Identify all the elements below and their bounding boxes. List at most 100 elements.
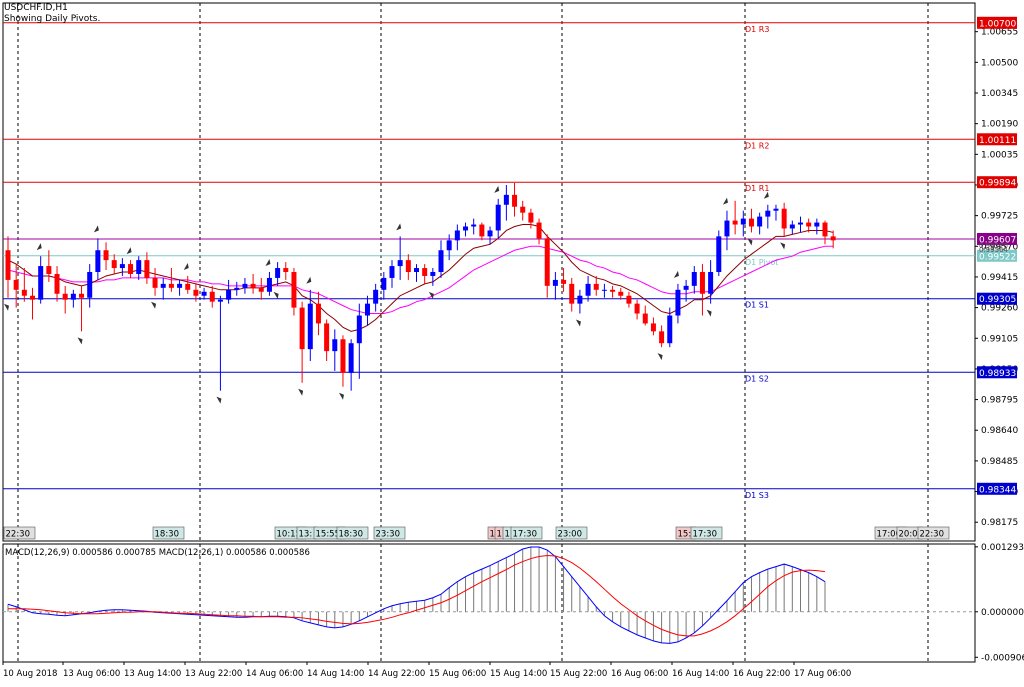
candle-body: [152, 277, 158, 288]
fractal-up-icon: [93, 225, 99, 233]
candle-body: [471, 224, 477, 227]
fractal-up-icon: [763, 191, 769, 199]
candle-body: [642, 313, 648, 324]
candle-body: [266, 277, 272, 292]
candle-body: [103, 250, 109, 261]
candle-body: [13, 279, 19, 290]
time-box-label: 10:15: [277, 530, 302, 540]
candle-body: [528, 212, 534, 223]
x-axis-label: 14 Aug 06:00: [246, 669, 303, 679]
x-axis-label: 14 Aug 22:00: [368, 669, 425, 679]
fractal-up-icon: [306, 276, 312, 284]
x-axis-label: 15 Aug 22:00: [550, 669, 607, 679]
price-box: [977, 176, 1017, 189]
x-axis-label: 13 Aug 22:00: [185, 669, 242, 679]
time-box: [373, 526, 406, 540]
candle-body: [691, 272, 697, 286]
y-tick-label: 0.98485: [981, 457, 1018, 467]
candle-body: [708, 272, 714, 294]
candle-body: [356, 315, 362, 344]
fractal-down-icon: [338, 392, 344, 400]
fractal-down-icon: [575, 319, 581, 327]
candle-body: [569, 283, 575, 304]
fractal-down-icon: [780, 242, 786, 250]
pivot-label: D1 S3: [745, 491, 769, 500]
y-tick-label: 1.00035: [981, 150, 1018, 160]
y-tick-label: 0.99725: [981, 212, 1018, 222]
candle-body: [479, 224, 485, 237]
fractal-up-icon: [183, 262, 189, 270]
candle-body: [193, 289, 199, 296]
price-box-text: 0.98933: [979, 369, 1016, 379]
fractal-down-icon: [273, 291, 279, 299]
candle-body: [275, 268, 281, 278]
candle-body: [242, 283, 248, 288]
candle-body: [307, 303, 313, 350]
time-box-label: 23:00: [558, 530, 583, 540]
x-axis-label: 17 Aug 06:00: [794, 669, 851, 679]
fractal-down-icon: [657, 353, 663, 361]
candle-body: [520, 206, 526, 213]
candle-body: [54, 273, 60, 294]
candle-body: [536, 222, 542, 239]
candle-body: [364, 303, 370, 316]
candle-body: [487, 230, 493, 237]
time-box-label: 13:: [299, 530, 313, 540]
candle-body: [234, 287, 240, 290]
candle-body: [757, 216, 763, 227]
candle-body: [561, 279, 567, 284]
pivot-label: D1 R1: [745, 184, 769, 193]
x-axis-label: 16 Aug 06:00: [611, 669, 668, 679]
candle-body: [667, 315, 673, 344]
candle-body: [185, 283, 191, 290]
pivot-label: D1 Pivot: [745, 258, 778, 267]
macd-title: MACD(12,26,9) 0.000586 0.000785 MACD(12,…: [5, 548, 310, 558]
y-tick-label: 1.00190: [981, 120, 1018, 130]
candle-body: [226, 289, 232, 300]
candle-body: [397, 260, 403, 267]
symbol-title: USDCHF.ID,H1: [4, 3, 68, 13]
time-box: [510, 526, 543, 540]
candle-body: [446, 240, 452, 251]
candle-body: [414, 268, 419, 272]
time-box: [152, 526, 185, 540]
candle-body: [732, 220, 738, 225]
candle-body: [806, 222, 812, 227]
price-box: [977, 16, 1017, 29]
candle-body: [283, 268, 289, 272]
candle-body: [70, 293, 76, 300]
time-box-label: 1: [497, 530, 502, 540]
candle-body: [38, 266, 44, 300]
time-box: [336, 526, 369, 540]
candle-body: [765, 210, 771, 217]
time-box: [690, 526, 723, 540]
candle-body: [79, 293, 85, 298]
x-axis-label: 15 Aug 14:00: [490, 669, 547, 679]
candle-body: [585, 283, 591, 296]
candle-body: [618, 291, 624, 296]
candle-body: [95, 250, 101, 272]
candle-body: [340, 339, 346, 373]
candle-body: [119, 264, 125, 269]
candle-body: [389, 266, 395, 278]
fractal-down-icon: [747, 238, 753, 246]
price-box-text: 0.98344: [979, 485, 1016, 495]
macd-panel-frame: [2, 543, 976, 663]
candle-body: [177, 283, 183, 288]
macd-y-tick-label: 0.000000: [981, 608, 1024, 618]
candle-body: [30, 295, 36, 300]
fractal-up-icon: [396, 223, 402, 231]
time-box-label: 17:00: [877, 530, 902, 540]
y-tick-label: 0.99570: [981, 242, 1018, 252]
candle-body: [381, 277, 387, 290]
fractal-down-icon: [298, 388, 304, 396]
candle-body: [797, 222, 803, 225]
pivot-label: D1 R3: [745, 25, 769, 34]
fractal-down-icon: [151, 301, 157, 309]
x-axis-label: 10 Aug 2018: [3, 669, 57, 679]
price-box-text: 0.99522: [979, 252, 1016, 262]
time-box-label: 15:55: [316, 530, 341, 540]
candle-body: [299, 307, 305, 350]
